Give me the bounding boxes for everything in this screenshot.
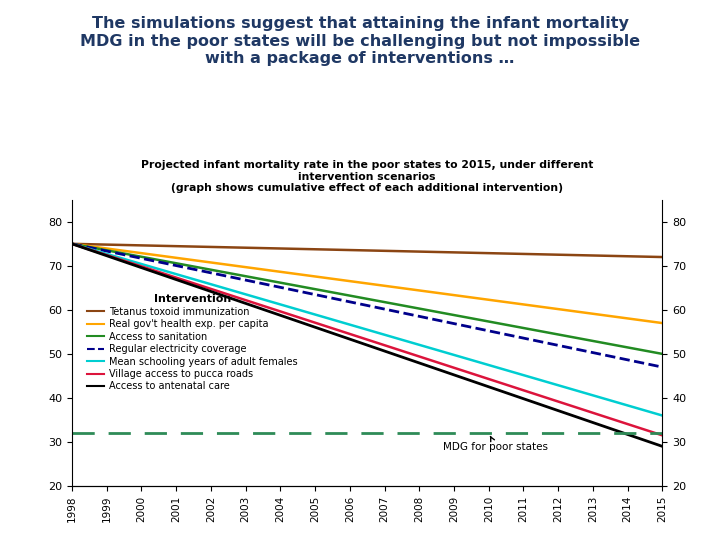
Text: The simulations suggest that attaining the infant mortality
MDG in the poor stat: The simulations suggest that attaining t…	[80, 16, 640, 66]
Title: Projected infant mortality rate in the poor states to 2015, under different
inte: Projected infant mortality rate in the p…	[141, 160, 593, 193]
Text: MDG for poor states: MDG for poor states	[444, 436, 548, 452]
Legend: Tetanus toxoid immunization, Real gov't health exp. per capita, Access to sanita: Tetanus toxoid immunization, Real gov't …	[83, 291, 302, 395]
